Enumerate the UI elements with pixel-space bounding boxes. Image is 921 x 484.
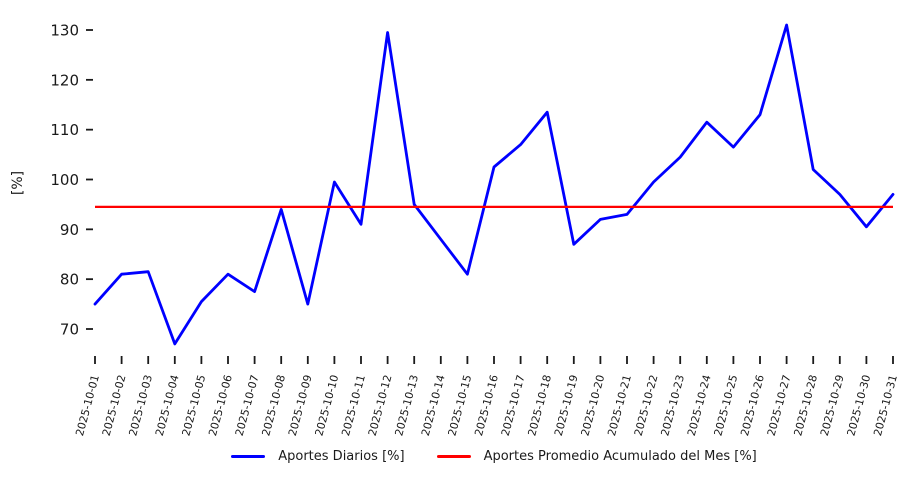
y-tick-label: 100: [50, 171, 79, 189]
x-tick-label: 2025-10-25: [711, 373, 740, 437]
x-tick-label: 2025-10-23: [658, 373, 687, 437]
y-axis-label: [%]: [10, 171, 26, 195]
x-tick-label: 2025-10-28: [791, 373, 820, 437]
x-tick-label: 2025-10-31: [871, 373, 900, 437]
x-tick-label: 2025-10-02: [100, 373, 129, 437]
x-tick-label: 2025-10-01: [73, 373, 102, 437]
y-tick-label: 110: [50, 121, 79, 139]
x-tick-label: 2025-10-10: [312, 373, 341, 437]
x-tick-label: 2025-10-14: [419, 373, 448, 437]
legend-label-daily: Aportes Diarios [%]: [278, 449, 405, 464]
x-tick-label: 2025-10-18: [525, 373, 554, 437]
x-tick-label: 2025-10-13: [392, 373, 421, 437]
average-line-swatch: [436, 455, 471, 458]
x-tick-label: 2025-10-07: [233, 373, 262, 437]
legend: Aportes Diarios [%] Aportes Promedio Acu…: [95, 449, 893, 464]
daily-line-swatch: [231, 455, 266, 458]
x-tick-label: 2025-10-21: [605, 373, 634, 437]
x-tick-label: 2025-10-30: [844, 373, 873, 437]
x-tick-label: 2025-10-08: [259, 373, 288, 437]
y-tick-label: 80: [60, 271, 79, 289]
x-tick-label: 2025-10-04: [153, 373, 182, 437]
x-tick-label: 2025-10-26: [738, 373, 767, 437]
x-tick-label: 2025-10-16: [472, 373, 501, 437]
x-tick-label: 2025-10-19: [552, 373, 581, 437]
legend-item-average: Aportes Promedio Acumulado del Mes [%]: [436, 449, 757, 464]
legend-item-daily: Aportes Diarios [%]: [231, 449, 405, 464]
x-tick-label: 2025-10-12: [366, 373, 395, 437]
y-tick-label: 120: [50, 71, 79, 89]
y-tick-label: 90: [60, 221, 79, 239]
x-tick-label: 2025-10-15: [445, 373, 474, 437]
x-tick-label: 2025-10-27: [765, 373, 794, 437]
daily-series-line: [93, 23, 895, 346]
y-tick-label: 70: [60, 321, 79, 339]
x-tick-label: 2025-10-05: [179, 373, 208, 437]
x-tick-label: 2025-10-20: [578, 373, 607, 437]
legend-label-average: Aportes Promedio Acumulado del Mes [%]: [483, 449, 757, 464]
x-tick-label: 2025-10-09: [286, 373, 315, 437]
x-tick-label: 2025-10-11: [339, 373, 368, 437]
x-tick-label: 2025-10-17: [499, 373, 528, 437]
x-tick-label: 2025-10-24: [685, 373, 714, 437]
y-tick-label: 130: [50, 22, 79, 40]
x-tick-label: 2025-10-22: [632, 373, 661, 437]
x-tick-label: 2025-10-03: [126, 373, 155, 437]
x-tick-label: 2025-10-06: [206, 373, 235, 437]
x-tick-label: 2025-10-29: [818, 373, 847, 437]
